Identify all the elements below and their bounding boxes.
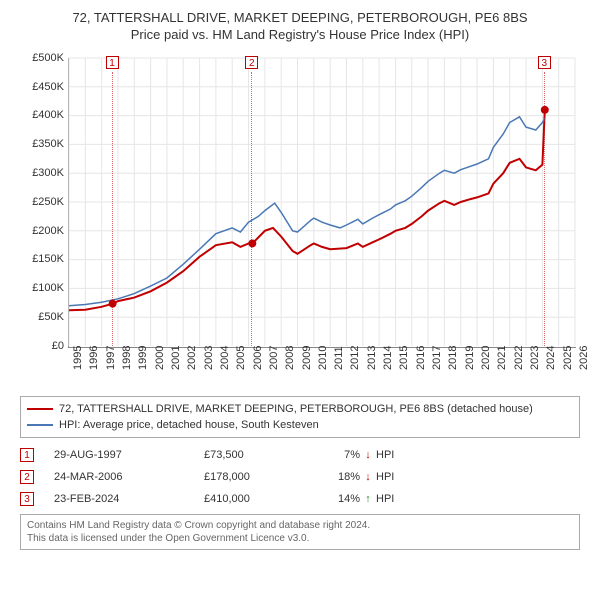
y-axis-label: £200K: [20, 225, 64, 237]
event-date: 29-AUG-1997: [54, 449, 204, 461]
y-axis-label: £350K: [20, 138, 64, 150]
y-axis-label: £450K: [20, 81, 64, 93]
marker-dot: [109, 299, 117, 307]
event-pct: 7%: [324, 449, 360, 461]
event-hpi-label: HPI: [376, 493, 416, 505]
chart-area: £0 £50K £100K £150K £200K £250K £300K £350K £400…: [20, 52, 580, 392]
x-axis-label: 2018: [447, 345, 459, 369]
event-arrow-icon: ↓: [360, 471, 376, 483]
x-axis-label: 2023: [529, 345, 541, 369]
x-axis-label: 2024: [545, 345, 557, 369]
x-axis-label: 2014: [382, 345, 394, 369]
event-table: 129-AUG-1997£73,5007%↓HPI224-MAR-2006£17…: [20, 444, 580, 510]
event-hpi-label: HPI: [376, 449, 416, 461]
x-axis-label: 2013: [366, 345, 378, 369]
event-row: 2 24-MAR-2006£178,00018%↓HPI: [20, 466, 580, 488]
legend-swatch-2: [27, 424, 53, 426]
x-axis-label: 2007: [268, 345, 280, 369]
y-axis-label: £500K: [20, 52, 64, 64]
x-axis-label: 2011: [333, 346, 345, 370]
event-row: 1 29-AUG-1997£73,5007%↓HPI: [20, 444, 580, 466]
legend: 72, TATTERSHALL DRIVE, MARKET DEEPING, P…: [20, 396, 580, 438]
event-arrow-icon: ↑: [360, 493, 376, 505]
x-axis-label: 2000: [154, 345, 166, 369]
x-axis-label: 2026: [578, 345, 590, 369]
marker-label-3: 3: [538, 56, 551, 69]
marker-vline: [251, 72, 252, 346]
event-price: £178,000: [204, 471, 324, 483]
event-number: 3: [20, 492, 34, 506]
plot-region: [68, 58, 576, 348]
event-price: £410,000: [204, 493, 324, 505]
legend-item-1: 72, TATTERSHALL DRIVE, MARKET DEEPING, P…: [27, 401, 573, 417]
x-axis-label: 2020: [480, 345, 492, 369]
x-axis-label: 2010: [317, 345, 329, 369]
footer-line-1: Contains HM Land Registry data © Crown c…: [27, 519, 573, 532]
y-axis-label: £50K: [20, 311, 64, 323]
x-axis-label: 2022: [513, 345, 525, 369]
marker-label-2: 2: [245, 56, 258, 69]
legend-item-2: HPI: Average price, detached house, Sout…: [27, 417, 573, 433]
title-line-1: 72, TATTERSHALL DRIVE, MARKET DEEPING, P…: [10, 10, 590, 27]
x-axis-label: 2015: [398, 345, 410, 369]
marker-label-1: 1: [106, 56, 119, 69]
legend-swatch-1: [27, 408, 53, 410]
x-axis-label: 2003: [203, 345, 215, 369]
footer-attribution: Contains HM Land Registry data © Crown c…: [20, 514, 580, 550]
x-axis-label: 2016: [415, 345, 427, 369]
x-axis-label: 1997: [105, 345, 117, 369]
footer-line-2: This data is licensed under the Open Gov…: [27, 532, 573, 545]
x-axis-label: 2009: [301, 345, 313, 369]
x-axis-label: 2005: [235, 345, 247, 369]
title-line-2: Price paid vs. HM Land Registry's House …: [10, 27, 590, 44]
series-property: [69, 110, 545, 310]
legend-label-2: HPI: Average price, detached house, Sout…: [59, 419, 319, 431]
event-number: 1: [20, 448, 34, 462]
x-axis-label: 2012: [349, 345, 361, 369]
x-axis-label: 1995: [72, 345, 84, 369]
x-axis-label: 1999: [137, 345, 149, 369]
y-axis-label: £400K: [20, 109, 64, 121]
marker-vline: [112, 72, 113, 346]
x-axis-label: 2025: [562, 345, 574, 369]
marker-dot: [541, 106, 549, 114]
y-axis-label: £250K: [20, 196, 64, 208]
event-pct: 18%: [324, 471, 360, 483]
event-price: £73,500: [204, 449, 324, 461]
x-axis-label: 2006: [252, 345, 264, 369]
event-hpi-label: HPI: [376, 471, 416, 483]
marker-dot: [248, 239, 256, 247]
series-hpi: [69, 117, 545, 306]
event-arrow-icon: ↓: [360, 449, 376, 461]
event-pct: 14%: [324, 493, 360, 505]
x-axis-label: 1998: [121, 345, 133, 369]
event-date: 24-MAR-2006: [54, 471, 204, 483]
legend-label-1: 72, TATTERSHALL DRIVE, MARKET DEEPING, P…: [59, 403, 533, 415]
x-axis-label: 1996: [88, 345, 100, 369]
x-axis-label: 2008: [284, 345, 296, 369]
x-axis-label: 2002: [186, 345, 198, 369]
event-row: 3 23-FEB-2024£410,00014%↑HPI: [20, 488, 580, 510]
y-axis-label: £300K: [20, 167, 64, 179]
marker-vline: [544, 72, 545, 346]
event-number: 2: [20, 470, 34, 484]
chart-title: 72, TATTERSHALL DRIVE, MARKET DEEPING, P…: [10, 10, 590, 44]
x-axis-label: 2017: [431, 345, 443, 369]
y-axis-label: £100K: [20, 282, 64, 294]
x-axis-label: 2021: [496, 345, 508, 369]
y-axis-label: £0: [20, 340, 64, 352]
x-axis-label: 2001: [170, 345, 182, 369]
y-axis-label: £150K: [20, 253, 64, 265]
x-axis-label: 2019: [464, 345, 476, 369]
event-date: 23-FEB-2024: [54, 493, 204, 505]
x-axis-label: 2004: [219, 345, 231, 369]
